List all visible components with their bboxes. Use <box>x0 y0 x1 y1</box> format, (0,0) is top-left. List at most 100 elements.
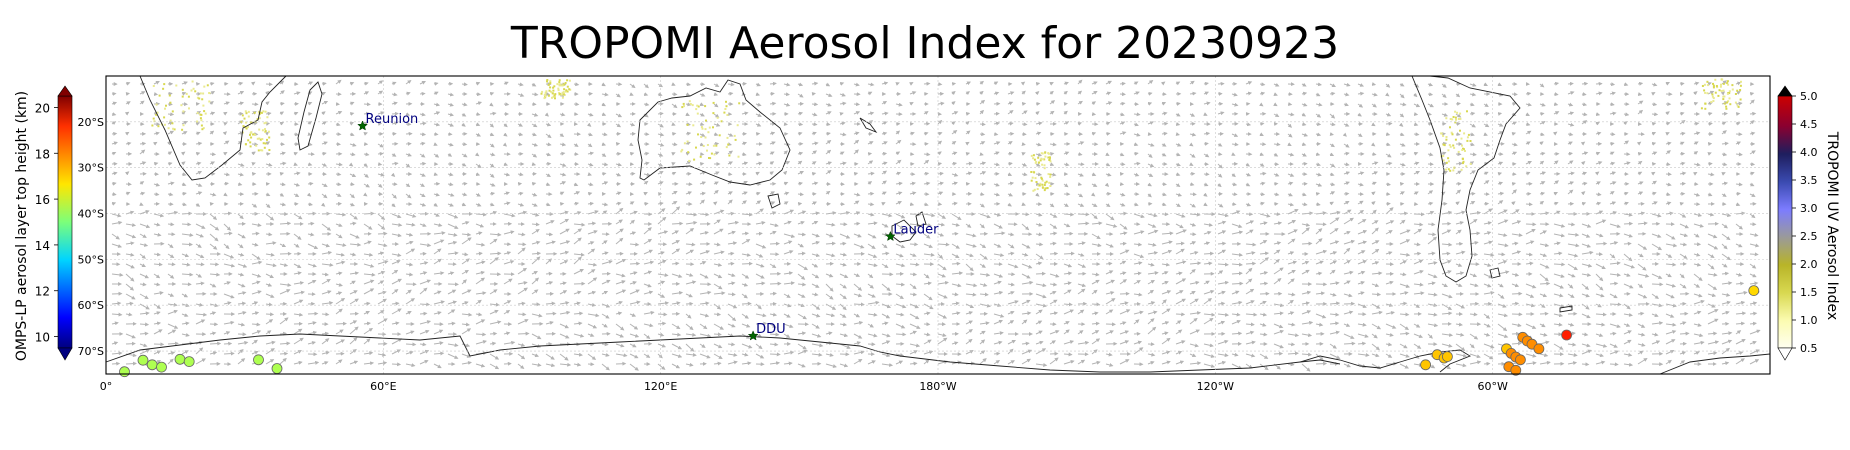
wind-arrow <box>1581 362 1590 367</box>
wind-arrow <box>1399 102 1407 107</box>
wind-arrow <box>139 331 149 336</box>
wind-arrow <box>181 81 188 86</box>
wind-arrow <box>1329 83 1336 88</box>
wind-arrow <box>1245 261 1257 266</box>
wind-arrow <box>111 91 117 96</box>
wind-arrow <box>1091 91 1098 95</box>
aerosol-index-pixel <box>1726 92 1729 95</box>
wind-arrow <box>321 331 330 336</box>
wind-arrow <box>209 111 216 116</box>
wind-arrow <box>797 192 804 197</box>
wind-arrow <box>1497 252 1506 257</box>
wind-arrow <box>1427 112 1432 116</box>
aerosol-index-pixel <box>267 130 270 133</box>
aerosol-index-pixel <box>1717 94 1720 97</box>
wind-arrow <box>181 242 193 247</box>
aerosol-index-pixel <box>201 128 204 131</box>
wind-arrow <box>1259 281 1269 286</box>
wind-arrow <box>881 111 889 116</box>
wind-arrow <box>307 221 315 226</box>
lon-tick-label: 0° <box>100 380 113 393</box>
wind-arrow <box>279 101 285 106</box>
wind-arrow <box>1301 122 1307 127</box>
aerosol-index-pixel <box>1042 158 1045 161</box>
aerosol-index-pixel <box>1043 184 1046 186</box>
wind-arrow <box>755 131 761 136</box>
wind-arrow <box>517 82 524 87</box>
wind-arrow <box>1105 91 1112 96</box>
wind-arrow <box>279 80 285 85</box>
aerosol-index-pixel <box>543 97 546 100</box>
wind-arrow <box>1035 232 1043 237</box>
wind-arrow <box>1735 191 1741 196</box>
wind-arrow <box>881 100 888 105</box>
wind-arrow <box>1679 151 1686 156</box>
wind-arrow <box>167 262 176 267</box>
aerosol-index-pixel <box>1442 134 1445 137</box>
aerosol-index-pixel <box>1712 84 1715 87</box>
wind-arrow <box>1679 331 1690 336</box>
wind-arrow <box>405 342 417 347</box>
wind-arrow <box>125 361 137 366</box>
aerosol-index-pixel <box>1048 156 1051 159</box>
wind-arrow <box>349 132 355 137</box>
aerosol-index-pixel <box>158 94 161 97</box>
wind-arrow <box>1581 81 1589 86</box>
aerosol-index-pixel <box>1723 102 1726 105</box>
wind-arrow <box>1455 132 1461 137</box>
aerosol-index-pixel <box>568 88 571 91</box>
omps-point <box>1748 285 1760 297</box>
lon-tick-label: 180°W <box>919 380 956 393</box>
aerosol-index-pixel <box>1447 149 1450 152</box>
wind-arrow <box>419 302 431 307</box>
wind-arrow <box>755 122 762 127</box>
aerosol-index-pixel <box>707 131 710 134</box>
right-colorbar-tick-label: 4.5 <box>1800 118 1818 131</box>
aerosol-index-pixel <box>247 115 250 118</box>
wind-arrow <box>517 331 530 336</box>
aerosol-index-pixel <box>1030 171 1033 173</box>
aerosol-index-pixel <box>548 89 551 92</box>
wind-arrow <box>1021 90 1026 95</box>
wind-arrow <box>1497 112 1503 116</box>
aerosol-index-pixel <box>708 126 711 129</box>
wind-arrow <box>1609 362 1619 367</box>
aerosol-index-pixel <box>725 146 728 149</box>
aerosol-index-pixel <box>1043 189 1046 192</box>
wind-arrow <box>797 111 804 116</box>
wind-arrow <box>741 81 747 86</box>
wind-arrow <box>377 231 388 236</box>
wind-arrow <box>1077 79 1083 85</box>
wind-arrow <box>335 110 343 115</box>
wind-arrow <box>1329 122 1336 127</box>
wind-arrow <box>531 222 540 227</box>
wind-arrow <box>1049 251 1059 256</box>
aerosol-index-pixel <box>268 149 271 151</box>
aerosol-index-pixel <box>202 92 205 95</box>
aerosol-index-pixel <box>681 148 684 151</box>
wind-arrow <box>1301 112 1307 117</box>
wind-arrow <box>1161 131 1168 136</box>
wind-arrow <box>181 131 188 135</box>
aerosol-index-pixel <box>1722 89 1725 92</box>
left-colorbar-label: OMPS-LP aerosol layer top height (km) <box>14 91 30 361</box>
wind-arrow <box>783 122 788 126</box>
aerosol-index-pixel <box>264 142 267 145</box>
wind-arrow <box>839 101 847 106</box>
wind-arrow <box>1049 90 1054 95</box>
wind-arrow <box>559 112 566 117</box>
wind-arrow <box>461 102 468 107</box>
wind-arrow <box>1119 112 1125 117</box>
aerosol-index-pixel <box>163 116 166 119</box>
wind-arrow <box>1427 82 1434 87</box>
wind-arrow <box>1161 182 1167 187</box>
aerosol-index-pixel <box>1726 80 1729 83</box>
wind-arrow <box>1651 282 1664 287</box>
wind-arrow <box>1553 102 1559 107</box>
wind-arrow <box>783 82 791 87</box>
lon-tick-label: 60°E <box>370 380 396 393</box>
wind-arrow <box>1273 142 1281 147</box>
wind-arrow <box>937 171 944 176</box>
aerosol-index-pixel <box>688 100 691 103</box>
wind-arrow <box>1231 102 1239 107</box>
